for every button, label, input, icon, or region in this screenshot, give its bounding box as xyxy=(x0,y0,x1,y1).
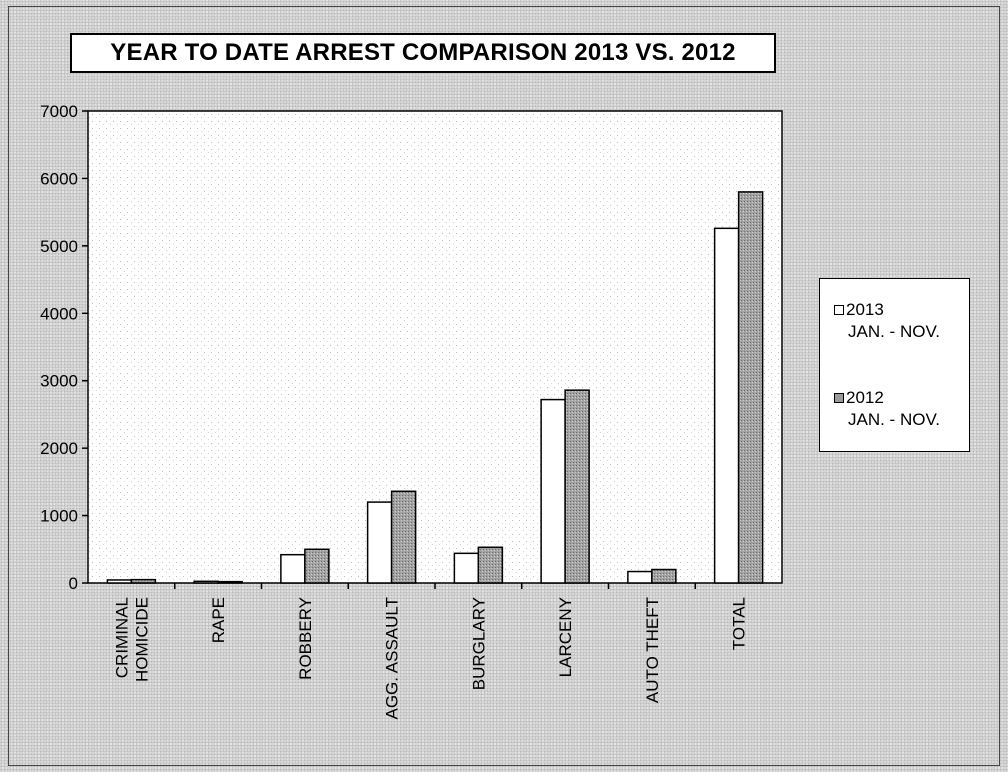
bar-2013 xyxy=(713,227,740,584)
y-tick-label: 0 xyxy=(69,574,78,593)
y-tick-label: 4000 xyxy=(40,304,78,323)
bar-2013 xyxy=(106,579,133,584)
legend-label-2013-period: JAN. - NOV. xyxy=(848,322,940,341)
y-tick-label: 2000 xyxy=(40,439,78,458)
bar-2012 xyxy=(304,548,330,584)
x-tick-label: ROBBERY xyxy=(296,597,315,680)
chart-frame xyxy=(8,6,1000,766)
legend-label-2013: 2013 xyxy=(846,300,884,319)
y-tick-label: 5000 xyxy=(40,237,78,256)
bar-2012 xyxy=(564,389,590,584)
bar-2013 xyxy=(366,501,393,584)
legend-entry-2012: 2012 JAN. - NOV. xyxy=(834,387,940,431)
bar-2012 xyxy=(390,490,417,584)
x-tick-label: AGG. ASSAULT xyxy=(383,597,402,720)
bar-2012 xyxy=(737,191,764,584)
bar-2013 xyxy=(280,553,306,584)
bar-2012 xyxy=(477,546,504,584)
x-tick-label: CRIMINAL xyxy=(112,597,131,678)
x-tick-label: LARCENY xyxy=(556,597,575,677)
y-tick-label: 1000 xyxy=(40,507,78,526)
x-tick-label: TOTAL xyxy=(730,597,749,650)
legend: 2013 JAN. - NOV. 2012 JAN. - NOV. xyxy=(819,278,970,452)
legend-label-2012: 2012 xyxy=(846,388,884,407)
x-tick-label: HOMICIDE xyxy=(132,597,151,682)
bar-2013 xyxy=(193,580,219,584)
chart-title: YEAR TO DATE ARREST COMPARISON 2013 VS. … xyxy=(70,33,776,73)
y-tick-label: 7000 xyxy=(40,102,78,121)
bar-2012 xyxy=(130,578,157,584)
y-tick-label: 6000 xyxy=(40,169,78,188)
x-tick-label: AUTO THEFT xyxy=(643,597,662,703)
y-tick-label: 3000 xyxy=(40,372,78,391)
bar-2012 xyxy=(651,568,677,584)
plot-area xyxy=(87,110,783,584)
bar-2012 xyxy=(217,580,243,584)
bar-2013 xyxy=(627,570,653,584)
legend-entry-2013: 2013 JAN. - NOV. xyxy=(834,299,940,343)
bar-2013 xyxy=(453,552,480,584)
legend-swatch-2013 xyxy=(834,305,844,315)
x-tick-label: RAPE xyxy=(209,597,228,643)
legend-swatch-2012 xyxy=(834,393,844,403)
bar-2013 xyxy=(540,398,566,584)
legend-label-2012-period: JAN. - NOV. xyxy=(848,410,940,429)
x-tick-label: BURGLARY xyxy=(469,597,488,690)
